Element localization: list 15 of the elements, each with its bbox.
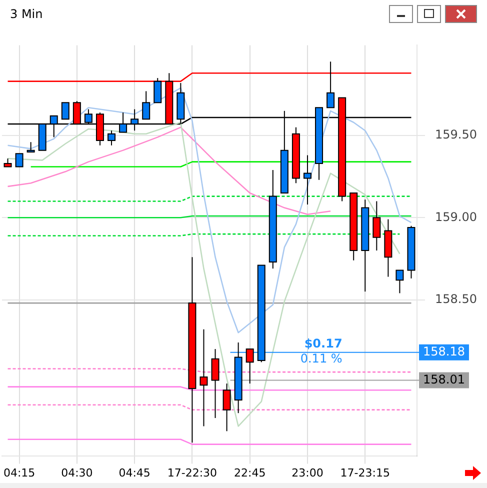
y-tick-label: 159.50 [435,128,477,142]
x-tick-label: 17-22:30 [167,466,218,480]
ref-line-label: 158.18 [423,344,465,358]
annotation: 0.11 % [300,351,342,366]
x-tick-label: 04:15 [3,466,36,480]
x-tick-label: 04:45 [118,466,150,480]
x-tick-label: 17-23:15 [340,466,390,480]
x-tick-label: 23:00 [292,466,324,480]
ref-line-label: 158.01 [423,372,465,386]
x-tick-label: 22:45 [234,466,266,480]
annotation: $0.17 [304,336,342,350]
x-tick-label: 04:30 [61,466,93,480]
y-tick-label: 158.50 [435,292,477,306]
chart-title: 3 Min [10,7,43,21]
y-tick-label: 159.00 [435,210,477,224]
